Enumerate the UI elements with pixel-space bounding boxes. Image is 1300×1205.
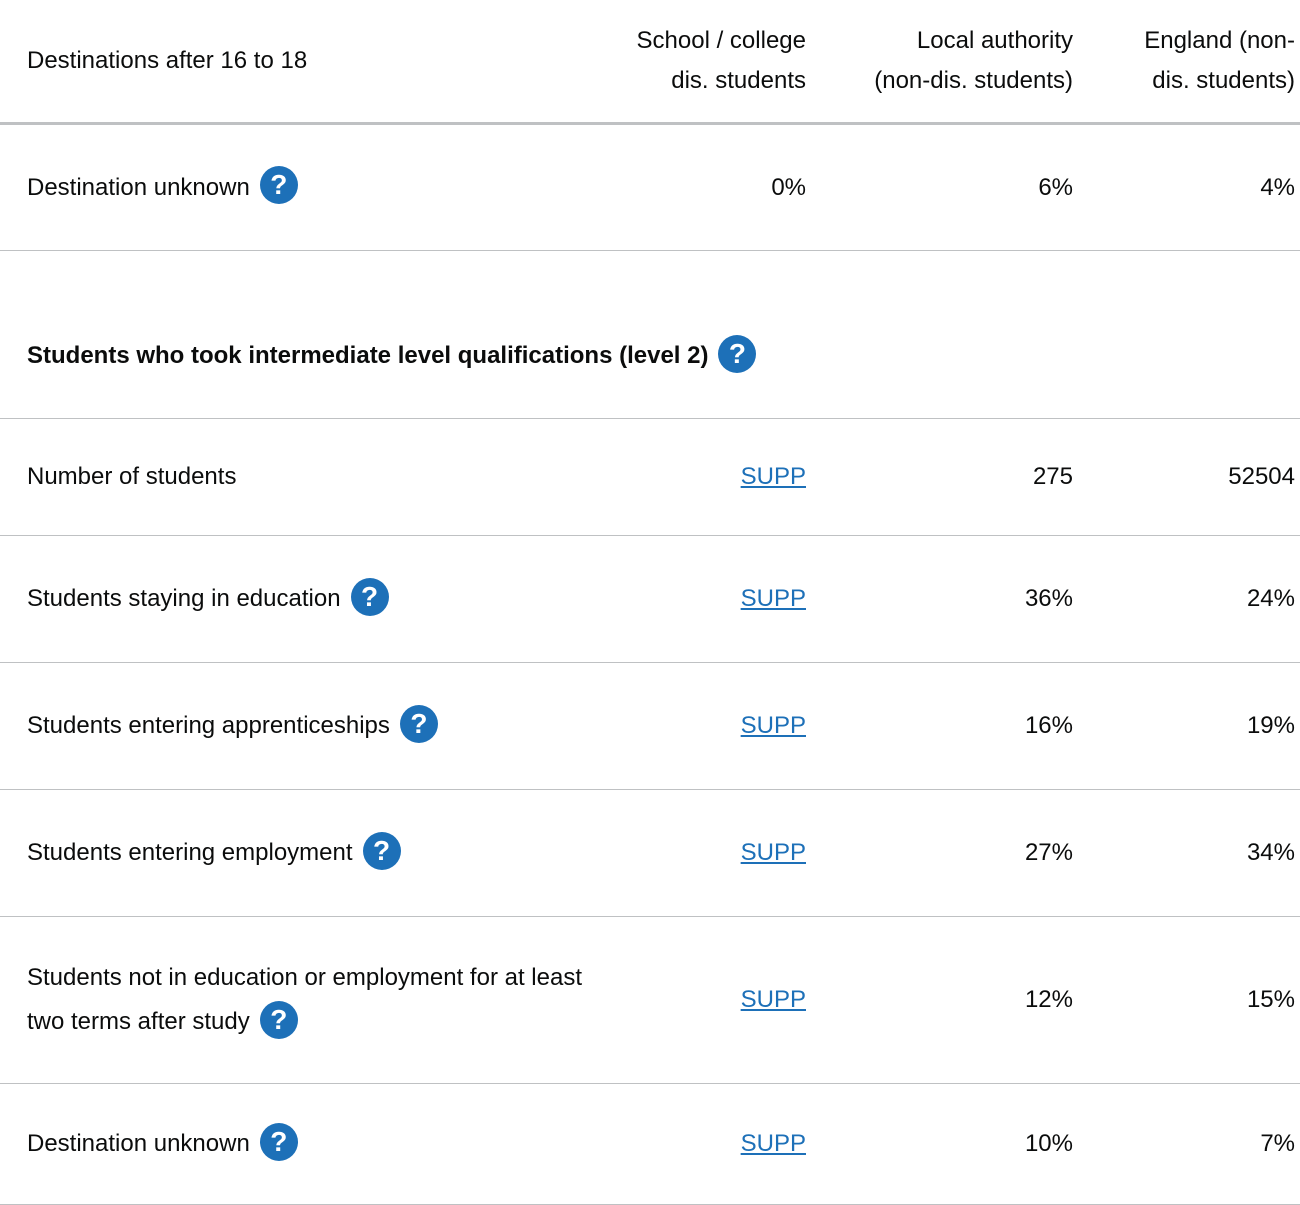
cell-value: 15% <box>1246 986 1295 1013</box>
cell: SUPP <box>741 833 806 873</box>
cell: SUPP <box>741 457 806 497</box>
cell: 275 <box>1033 457 1073 497</box>
cell: 19% <box>1247 706 1295 746</box>
cell: 12% <box>1025 980 1073 1020</box>
cell-value: 36% <box>1024 585 1073 612</box>
table-row: Students entering employment? SUPP 27% 34% <box>0 790 1300 917</box>
row-label-text: Students staying in education <box>27 585 341 612</box>
help-icon[interactable]: ? <box>259 1122 298 1161</box>
cell: SUPP <box>741 579 806 619</box>
cell: SUPP <box>741 980 806 1020</box>
supp-link[interactable]: SUPP <box>740 1130 806 1157</box>
cell-value: 4% <box>1260 173 1295 201</box>
column-header: School / college dis. students <box>637 21 806 101</box>
row-label-text: Destination unknown <box>27 1130 250 1157</box>
help-icon[interactable]: ? <box>350 577 389 616</box>
cell-value: 19% <box>1246 712 1295 739</box>
heading-text: Students who took intermediate level qua… <box>27 342 709 369</box>
supp-link[interactable]: SUPP <box>740 463 806 490</box>
row-label: Students staying in education? <box>27 577 587 621</box>
table-row: Students not in education or employment … <box>0 917 1300 1084</box>
row-label-text: Destination unknown <box>27 173 250 201</box>
header-label: Destinations after 16 to 18 <box>27 47 308 74</box>
cell: 10% <box>1025 1124 1073 1164</box>
table-row: Destination unknown? SUPP 10% 7% <box>0 1084 1300 1205</box>
table-row: Number of students SUPP 275 52504 <box>0 419 1300 536</box>
row-label: Students entering employment? <box>27 831 587 875</box>
help-icon[interactable]: ? <box>399 704 438 743</box>
row-label: Number of students <box>27 455 587 499</box>
cell: 4% <box>1260 168 1295 208</box>
cell-value: 275 <box>1032 463 1073 490</box>
cell-value: 6% <box>1038 173 1073 201</box>
cell: 52504 <box>1228 457 1295 497</box>
row-label: Students entering apprenticeships? <box>27 704 587 748</box>
table-row: Students entering apprenticeships? SUPP 16… <box>0 663 1300 790</box>
column-header: England (non-dis. students) <box>1144 21 1295 101</box>
column-header-line: dis. students) <box>1152 67 1295 94</box>
cell-value: 34% <box>1246 839 1295 866</box>
column-header: Local authority (non-dis. students) <box>874 21 1073 101</box>
cell-value: 52504 <box>1228 463 1295 490</box>
column-header-line: (non-dis. students) <box>874 67 1073 94</box>
cell-value: 0% <box>771 173 806 201</box>
row-label-text: Students entering apprenticeships <box>27 712 390 739</box>
row-label-text: Number of students <box>27 463 237 490</box>
help-icon[interactable]: ? <box>362 831 401 870</box>
column-header-line: dis. students <box>671 67 806 94</box>
cell: 16% <box>1025 706 1073 746</box>
help-icon[interactable]: ? <box>718 334 757 373</box>
cell-value: 24% <box>1246 585 1295 612</box>
supp-link[interactable]: SUPP <box>740 839 806 866</box>
cell: SUPP <box>741 1124 806 1164</box>
cell: SUPP <box>741 706 806 746</box>
cell-value: 27% <box>1024 839 1073 866</box>
supp-link[interactable]: SUPP <box>740 712 806 739</box>
header-row: Destinations after 16 to 18 School / coll… <box>0 0 1300 125</box>
section-heading: Students who took intermediate level qua… <box>27 334 757 378</box>
row-label: Destination unknown? <box>27 166 587 210</box>
table-row: Destination unknown? 0% 6% 4% <box>0 125 1300 251</box>
supp-link[interactable]: SUPP <box>740 986 806 1013</box>
cell: 34% <box>1247 833 1295 873</box>
cell: 27% <box>1025 833 1073 873</box>
help-icon[interactable]: ? <box>259 1000 298 1039</box>
row-label: Destination unknown? <box>27 1122 587 1166</box>
section-heading-row: Students who took intermediate level qua… <box>0 252 1300 419</box>
cell-value: 7% <box>1260 1130 1295 1157</box>
cell: 0% <box>771 168 806 208</box>
row-label-text: Students entering employment <box>27 839 353 866</box>
supp-link[interactable]: SUPP <box>740 585 806 612</box>
cell: 7% <box>1260 1124 1295 1164</box>
cell: 15% <box>1247 980 1295 1020</box>
cell-value: 16% <box>1024 712 1073 739</box>
cell: 6% <box>1038 168 1073 208</box>
cell-value: 12% <box>1024 986 1073 1013</box>
row-label-text: Students not in education or employment … <box>27 964 582 1035</box>
cell: 36% <box>1025 579 1073 619</box>
column-header-line: School / college <box>636 27 806 54</box>
row-label: Students not in education or employment … <box>27 956 587 1044</box>
cell-value: 10% <box>1024 1130 1073 1157</box>
column-header-line: England (non- <box>1144 27 1295 54</box>
help-icon[interactable]: ? <box>259 166 298 205</box>
cell: 24% <box>1247 579 1295 619</box>
table-row: Students staying in education? SUPP 36% 24% <box>0 536 1300 663</box>
column-header-line: Local authority <box>916 27 1073 54</box>
